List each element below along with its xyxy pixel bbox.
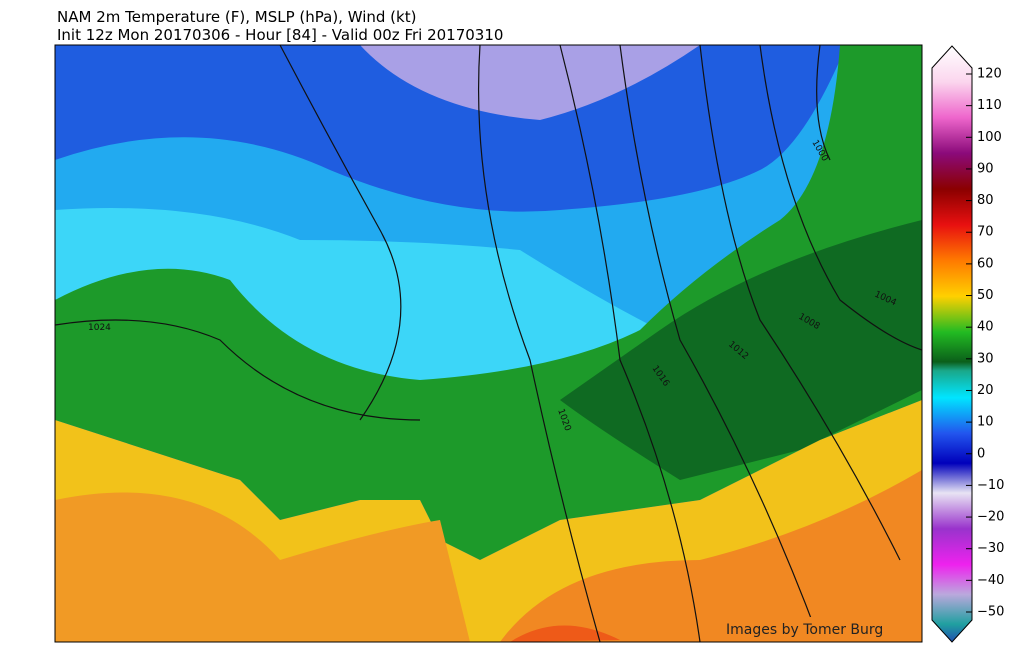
colorbar-tick-label: −30 bbox=[977, 541, 1004, 556]
colorbar-tick-label: 80 bbox=[977, 193, 994, 208]
colorbar-tick-label: 70 bbox=[977, 225, 994, 240]
title: NAM 2m Temperature (F), MSLP (hPa), Wind… bbox=[57, 8, 416, 26]
colorbar-tick-label: 90 bbox=[977, 161, 994, 176]
colorbar-tick-label: −10 bbox=[977, 478, 1004, 493]
colorbar-tick-label: 0 bbox=[977, 446, 985, 461]
colorbar bbox=[931, 45, 973, 643]
colorbar-tick-label: 50 bbox=[977, 288, 994, 303]
credit: Images by Tomer Burg bbox=[726, 622, 883, 638]
map-frame bbox=[54, 44, 923, 643]
colorbar-tick-label: −20 bbox=[977, 510, 1004, 525]
colorbar-tick-label: 20 bbox=[977, 383, 994, 398]
map bbox=[55, 45, 922, 642]
colorbar-tick-label: 110 bbox=[977, 98, 1002, 113]
subtitle: Init 12z Mon 20170306 - Hour [84] - Vali… bbox=[57, 26, 503, 44]
colorbar-tick-label: 120 bbox=[977, 67, 1002, 82]
colorbar-tick-label: 40 bbox=[977, 320, 994, 335]
colorbar-tick-label: −50 bbox=[977, 605, 1004, 620]
colorbar-tick-label: 30 bbox=[977, 351, 994, 366]
colorbar-tick-label: 10 bbox=[977, 415, 994, 430]
colorbar-tick-label: −40 bbox=[977, 573, 1004, 588]
isobar-label: 1024 bbox=[88, 323, 111, 333]
colorbar-tick-label: 100 bbox=[977, 130, 1002, 145]
colorbar-tick-label: 60 bbox=[977, 256, 994, 271]
